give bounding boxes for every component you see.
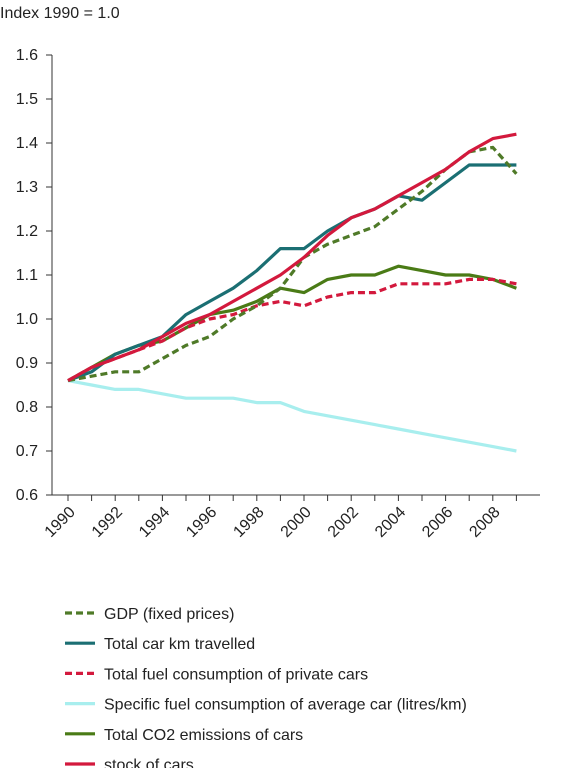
series-line [67,145,518,383]
y-tick-label: 1.3 [16,179,38,196]
y-tick-label: 1.0 [16,311,38,328]
legend-label: Total fuel consumption of private cars [104,666,368,683]
y-tick-label: 0.7 [16,443,38,460]
x-tick-label: 1996 [183,504,220,541]
x-tick-label: 1998 [230,504,267,541]
y-tick-label: 1.4 [16,135,38,152]
y-tick-label: 1.6 [16,47,38,64]
x-tick-label: 1994 [136,504,173,541]
y-tick-label: 0.8 [16,399,38,416]
legend-label: Specific fuel consumption of average car… [104,697,467,714]
legend-label: stock of cars [104,757,194,768]
y-tick-label: 1.1 [16,267,38,284]
series-lines [67,132,518,453]
legend-label: Total car km travelled [104,636,255,653]
y-axis-label: Index 1990 = 1.0 [0,5,120,22]
series-line [67,379,517,453]
x-tick-label: 2008 [466,504,503,541]
x-tick-label: 1992 [89,504,126,541]
series-line [67,163,517,383]
x-tick-label: 2004 [372,504,409,541]
legend: GDP (fixed prices) Total car km travelled… [65,606,467,768]
x-tick-label: 2002 [325,504,362,541]
y-tick-labels: 0.6 0.7 0.8 0.9 1.0 1.1 1.2 1.3 1.4 1.5 1.6 [16,47,52,504]
x-tick-labels: 1990 1992 1994 1996 1998 2000 2002 2004 2006 2008 [42,495,517,541]
y-tick-label: 0.6 [16,487,38,504]
y-tick-label: 0.9 [16,355,38,372]
y-tick-label: 1.5 [16,91,38,108]
x-tick-label: 2006 [419,504,456,541]
legend-label: GDP (fixed prices) [104,606,234,623]
x-tick-label: 1990 [42,504,79,541]
legend-label: Total CO2 emissions of cars [104,727,303,744]
series-line [67,132,517,382]
x-tick-label: 2000 [278,504,315,541]
series-line [67,277,517,382]
y-tick-label: 1.2 [16,223,38,240]
